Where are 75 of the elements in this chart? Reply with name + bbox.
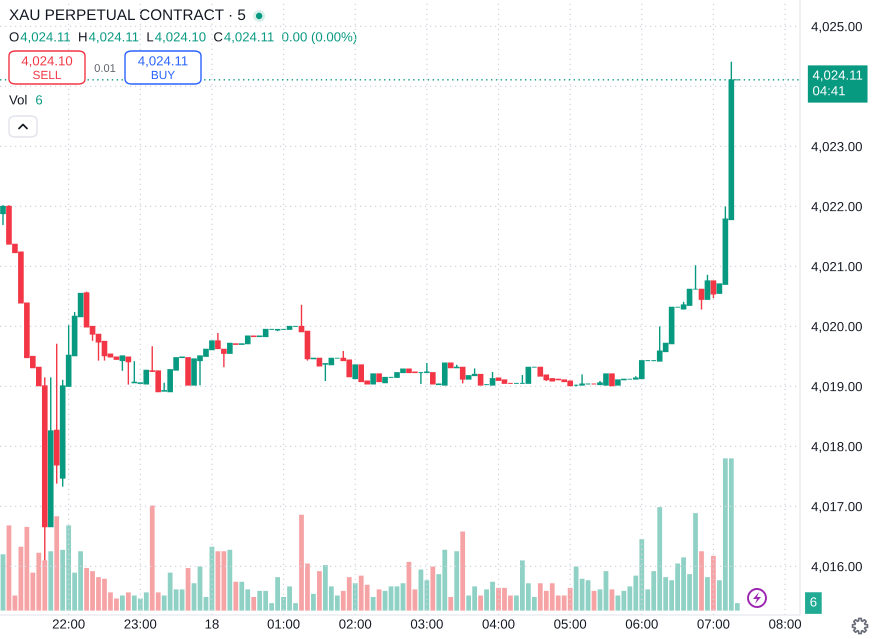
candlestick bbox=[698, 288, 704, 310]
bar bbox=[186, 568, 190, 611]
bar bbox=[120, 595, 125, 611]
y-tick-label: 4,021.00 bbox=[811, 262, 862, 273]
candlestick bbox=[478, 374, 484, 386]
annotation: 4,024.11 bbox=[88, 32, 138, 44]
annotation: H bbox=[79, 32, 86, 42]
chart-title: XAU PERPETUAL CONTRACT · 5 bbox=[9, 9, 246, 20]
bar bbox=[376, 589, 382, 611]
bar bbox=[610, 589, 614, 611]
bar bbox=[227, 550, 232, 611]
annotation: 4,024.10 bbox=[22, 56, 72, 68]
x-tick-label: 01:00 bbox=[268, 619, 300, 629]
bar bbox=[233, 582, 238, 611]
y-tick-label: 4,017.00 bbox=[811, 502, 862, 513]
x-tick-label: 06:00 bbox=[626, 619, 658, 629]
y-tick-label: 4,023.00 bbox=[811, 142, 862, 153]
bar bbox=[311, 594, 316, 611]
x-tick-label: 02:00 bbox=[339, 619, 372, 629]
candlestick bbox=[370, 373, 376, 384]
candlestick bbox=[460, 366, 466, 384]
bar bbox=[430, 566, 436, 611]
y-tick-label: 4,022.00 bbox=[811, 202, 862, 213]
bar bbox=[592, 590, 596, 611]
candlestick bbox=[120, 355, 126, 372]
annotation: 4,024.11 bbox=[20, 32, 70, 44]
candlestick bbox=[227, 342, 233, 354]
x-tick-label: 18 bbox=[206, 619, 219, 629]
x-tick-label: 05:00 bbox=[554, 619, 586, 629]
bar bbox=[48, 551, 54, 611]
candlestick bbox=[0, 204, 6, 226]
bar bbox=[454, 551, 460, 611]
bar bbox=[317, 571, 322, 611]
y-tick-label: 4,019.00 bbox=[811, 382, 862, 393]
bar bbox=[699, 551, 704, 611]
candlestick bbox=[609, 373, 615, 386]
x-tick-label: 03:00 bbox=[410, 619, 443, 629]
bar bbox=[478, 595, 483, 611]
annotation: 0.01 bbox=[94, 64, 116, 72]
chart-title: Vol bbox=[9, 94, 26, 105]
annotation: SELL bbox=[33, 70, 62, 80]
candlestick bbox=[710, 280, 716, 299]
annotation: 0.00 (0.00%) bbox=[282, 32, 356, 44]
bar bbox=[448, 596, 454, 611]
annotation: 4,024.10 bbox=[155, 32, 206, 44]
candlestick bbox=[430, 372, 436, 384]
x-tick-label: 07:00 bbox=[697, 619, 730, 629]
x-tick-label: 04:00 bbox=[482, 619, 514, 629]
bar bbox=[0, 554, 6, 611]
bar bbox=[460, 531, 466, 611]
candlestick bbox=[352, 364, 358, 380]
bar bbox=[251, 596, 256, 611]
annotation: L bbox=[147, 32, 154, 42]
annotation: 4,024.11 bbox=[138, 56, 188, 68]
bar bbox=[126, 592, 131, 611]
candlestick bbox=[126, 356, 132, 386]
annotation: O bbox=[10, 32, 19, 42]
x-tick-label: 08:00 bbox=[769, 619, 802, 629]
bar bbox=[370, 596, 376, 611]
bar bbox=[711, 556, 716, 611]
candlestick bbox=[704, 274, 710, 300]
y-tick-label: 4,020.00 bbox=[811, 322, 862, 333]
x-tick-label: 22:00 bbox=[52, 619, 85, 629]
x-tick-label: 23:00 bbox=[124, 619, 156, 629]
ref-line-label: 4,024.11 04:41 bbox=[812, 70, 862, 96]
y-tick-label: 4,018.00 bbox=[811, 442, 862, 453]
annotation: 6 bbox=[36, 95, 42, 105]
annotation: 4,024.11 bbox=[224, 32, 274, 44]
y-tick-label: 4,025.00 bbox=[811, 22, 862, 33]
bar bbox=[705, 577, 710, 611]
annotation: C bbox=[214, 32, 222, 42]
annotation: BUY bbox=[152, 70, 175, 80]
y-tick-label: 4,016.00 bbox=[811, 562, 862, 573]
text: 6 bbox=[810, 597, 816, 607]
bar bbox=[54, 516, 60, 611]
